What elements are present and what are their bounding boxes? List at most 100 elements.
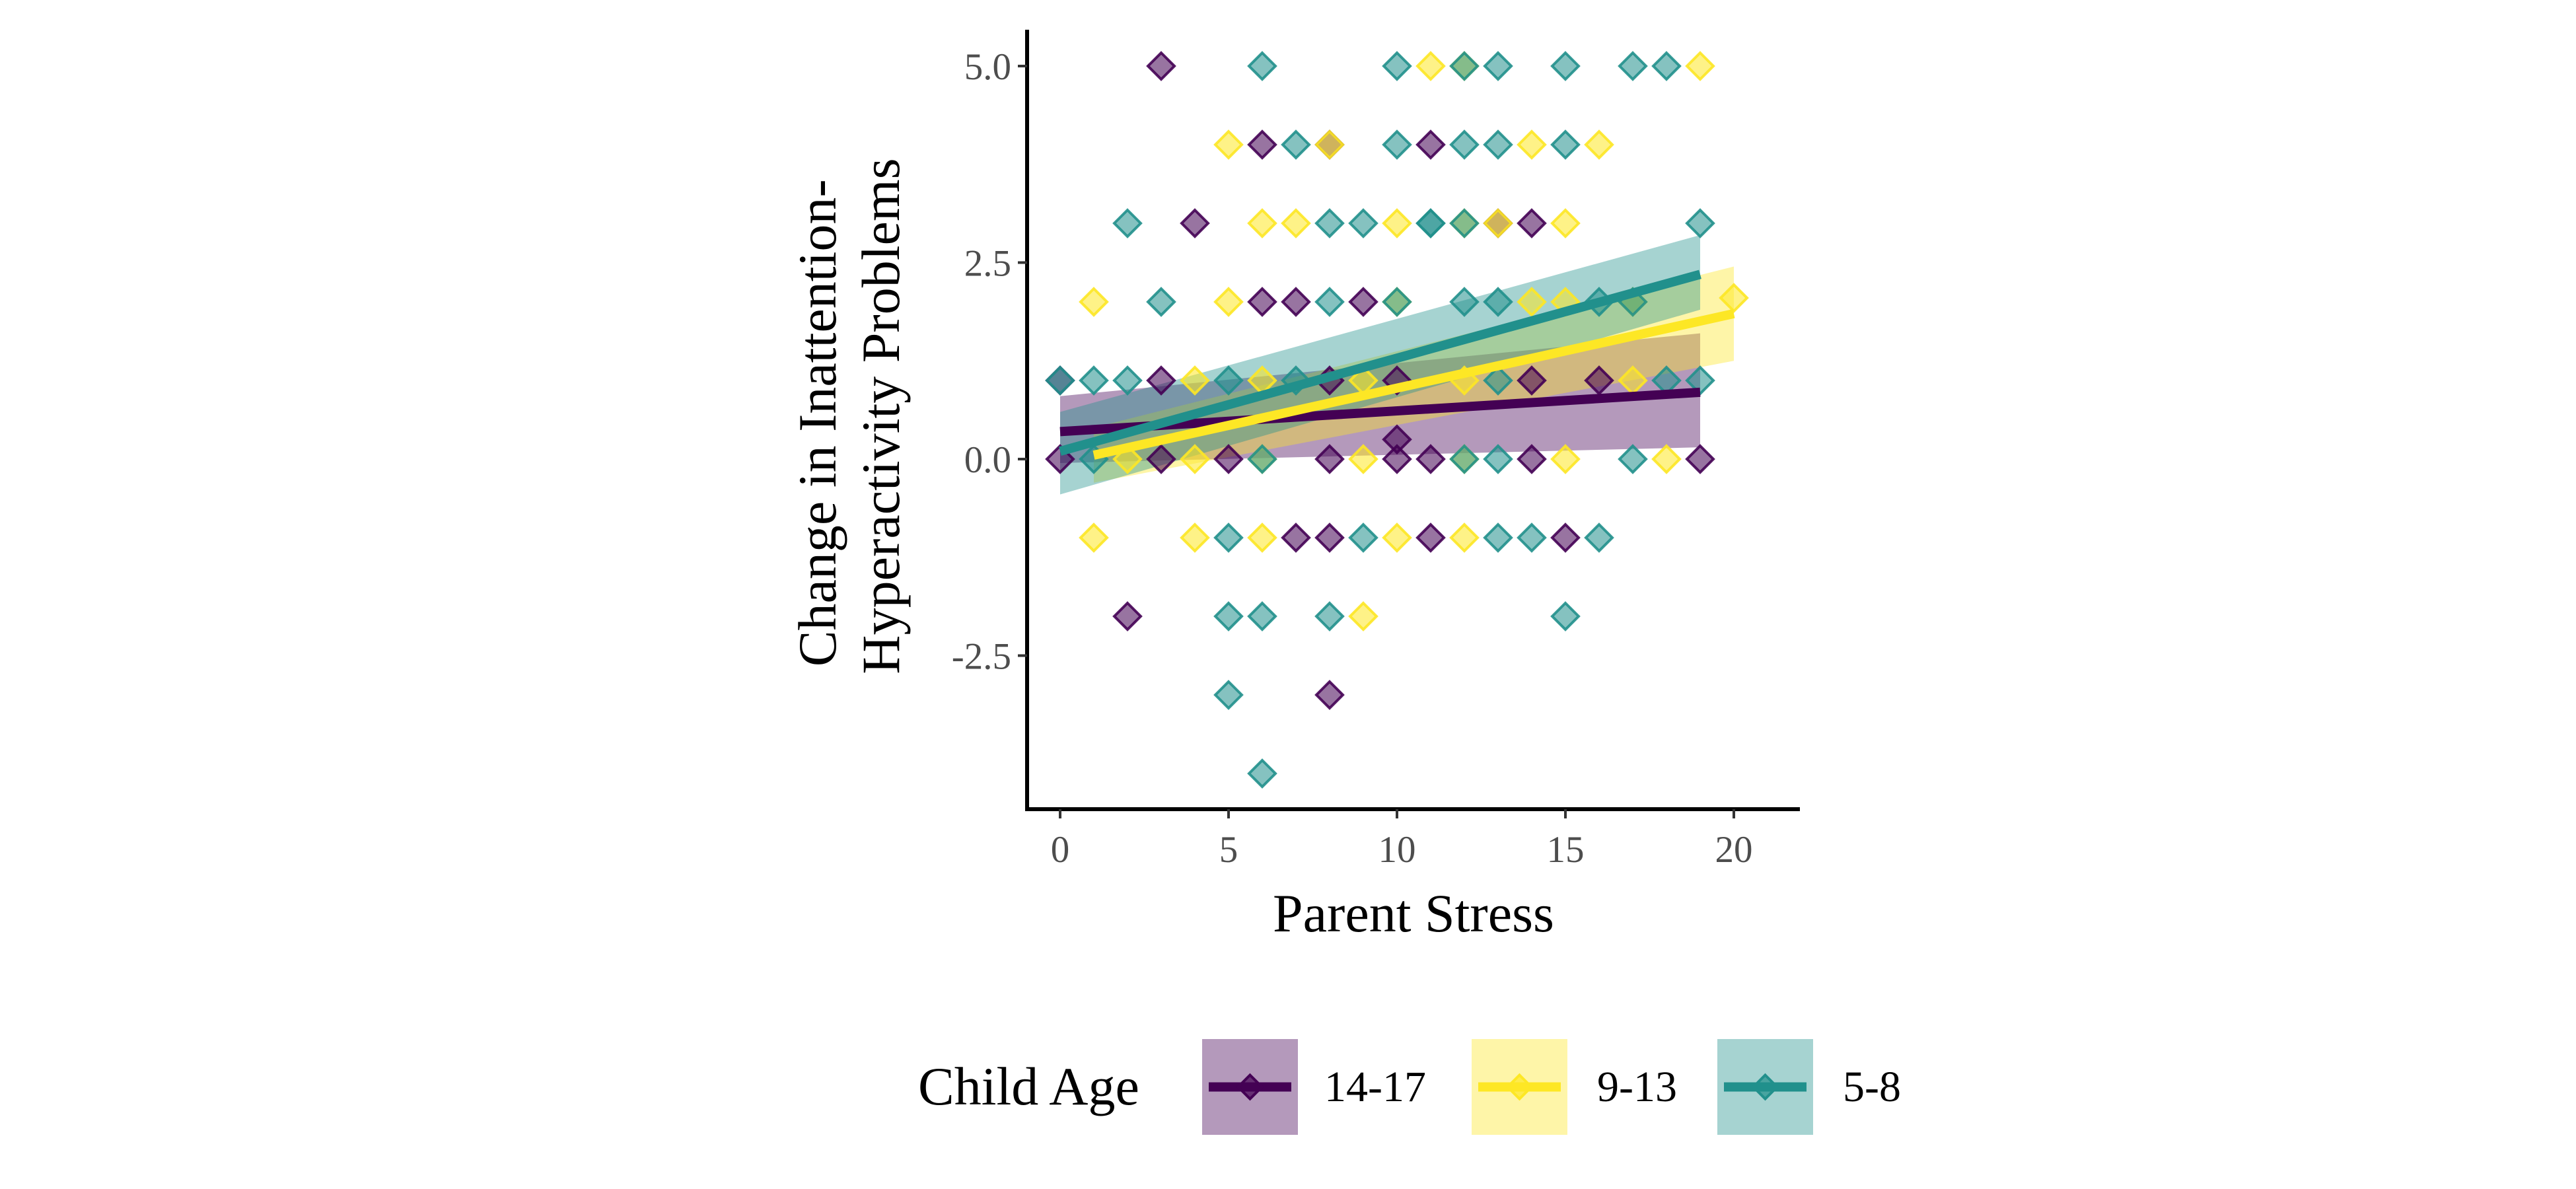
data-point-9-13 — [1180, 444, 1210, 474]
data-point-9-13 — [1079, 287, 1109, 317]
data-point-14-17 — [1213, 444, 1244, 474]
y-axis-title-line-1: Change in Inattention- — [787, 179, 847, 667]
legend-key-marker-5-8 — [1751, 1073, 1779, 1101]
data-point-5-8 — [1651, 51, 1682, 81]
data-point-5-8 — [1449, 129, 1480, 160]
data-point-9-13 — [1079, 522, 1109, 553]
legend: Child Age 14-17 9-13 5-8 — [918, 1039, 1901, 1135]
data-point-5-8 — [1079, 365, 1109, 396]
data-point-5-8 — [1550, 129, 1581, 160]
data-point-9-13 — [1449, 522, 1480, 553]
data-point-9-13 — [1382, 208, 1412, 238]
data-point-5-8 — [1045, 365, 1075, 396]
x-axis-title: Parent Stress — [1273, 883, 1554, 943]
data-point-5-8 — [1348, 522, 1378, 553]
ci-band-9-13 — [1094, 266, 1734, 483]
data-point-14-17 — [1281, 287, 1311, 317]
data-point-14-17 — [1146, 51, 1176, 81]
data-point-5-8 — [1449, 208, 1480, 238]
data-point-9-13 — [1247, 208, 1277, 238]
y-tick-label: 0.0 — [964, 439, 1011, 481]
data-point-9-13 — [1314, 129, 1345, 160]
data-point-14-17 — [1550, 522, 1581, 553]
data-point-5-8 — [1382, 51, 1412, 81]
data-point-9-13 — [1247, 522, 1277, 553]
data-point-5-8 — [1314, 208, 1345, 238]
data-point-14-17 — [1685, 444, 1715, 474]
data-point-5-8 — [1281, 129, 1311, 160]
legend-label-9-13: 9-13 — [1597, 1063, 1677, 1111]
data-point-5-8 — [1112, 208, 1143, 238]
data-point-5-8 — [1415, 208, 1446, 238]
data-point-14-17 — [1517, 208, 1547, 238]
data-point-9-13 — [1550, 444, 1581, 474]
data-point-5-8 — [1618, 51, 1648, 81]
x-tick-label: 5 — [1219, 829, 1238, 871]
data-point-14-17 — [1584, 365, 1614, 396]
y-axis-title-line-2: Hyperactivity Problems — [851, 158, 911, 674]
data-point-5-8 — [1483, 444, 1513, 474]
data-point-14-17 — [1314, 522, 1345, 553]
data-point-9-13 — [1719, 283, 1749, 313]
x-tick-label: 20 — [1715, 829, 1753, 871]
data-point-14-17 — [1281, 522, 1311, 553]
data-point-9-13 — [1517, 129, 1547, 160]
data-point-5-8 — [1618, 444, 1648, 474]
legend-key-marker-14-17 — [1236, 1073, 1264, 1101]
data-point-14-17 — [1517, 365, 1547, 396]
data-point-9-13 — [1382, 522, 1412, 553]
data-point-5-8 — [1483, 129, 1513, 160]
x-tick-label: 10 — [1378, 829, 1416, 871]
data-point-5-8 — [1213, 680, 1244, 710]
data-point-5-8 — [1213, 365, 1244, 396]
data-point-5-8 — [1517, 522, 1547, 553]
data-point-9-13 — [1180, 522, 1210, 553]
y-tick-label: 2.5 — [964, 243, 1011, 285]
data-point-9-13 — [1685, 51, 1715, 81]
data-point-5-8 — [1449, 51, 1480, 81]
data-point-9-13 — [1213, 287, 1244, 317]
data-point-5-8 — [1213, 522, 1244, 553]
x-tick-label: 15 — [1547, 829, 1585, 871]
data-point-14-17 — [1415, 444, 1446, 474]
data-point-9-13 — [1415, 51, 1446, 81]
y-tick-label: -2.5 — [952, 636, 1011, 678]
data-point-5-8 — [1584, 522, 1614, 553]
y-tick-label: 5.0 — [964, 46, 1011, 88]
data-point-9-13 — [1180, 365, 1210, 396]
data-point-9-13 — [1348, 601, 1378, 631]
data-point-14-17 — [1146, 365, 1176, 396]
data-point-5-8 — [1348, 208, 1378, 238]
data-point-5-8 — [1550, 51, 1581, 81]
data-point-14-17 — [1314, 680, 1345, 710]
legend-label-14-17: 14-17 — [1324, 1063, 1426, 1111]
fit-line-5-8 — [1059, 270, 1701, 456]
data-points — [1045, 51, 1749, 789]
data-point-9-13 — [1483, 208, 1513, 238]
data-point-14-17 — [1247, 129, 1277, 160]
data-point-14-17 — [1415, 522, 1446, 553]
data-point-5-8 — [1314, 601, 1345, 631]
axes: -2.5 0.0 2.5 5.0 0 5 10 15 20 — [952, 30, 1800, 871]
data-point-5-8 — [1247, 601, 1277, 631]
x-tick-label: 0 — [1051, 829, 1070, 871]
data-point-9-13 — [1517, 287, 1547, 317]
data-point-9-13 — [1213, 129, 1244, 160]
data-point-5-8 — [1550, 601, 1581, 631]
data-point-5-8 — [1382, 129, 1412, 160]
data-point-5-8 — [1483, 287, 1513, 317]
data-point-5-8 — [1314, 287, 1345, 317]
data-point-5-8 — [1112, 365, 1143, 396]
data-point-9-13 — [1550, 208, 1581, 238]
data-point-9-13 — [1281, 208, 1311, 238]
data-point-5-8 — [1449, 287, 1480, 317]
fit-lines — [1059, 270, 1735, 460]
fit-line-9-13 — [1092, 309, 1735, 460]
data-point-14-17 — [1382, 444, 1412, 474]
data-point-14-17 — [1247, 287, 1277, 317]
legend-key-marker-9-13 — [1505, 1073, 1534, 1101]
data-point-14-17 — [1314, 444, 1345, 474]
data-point-5-8 — [1247, 758, 1277, 789]
